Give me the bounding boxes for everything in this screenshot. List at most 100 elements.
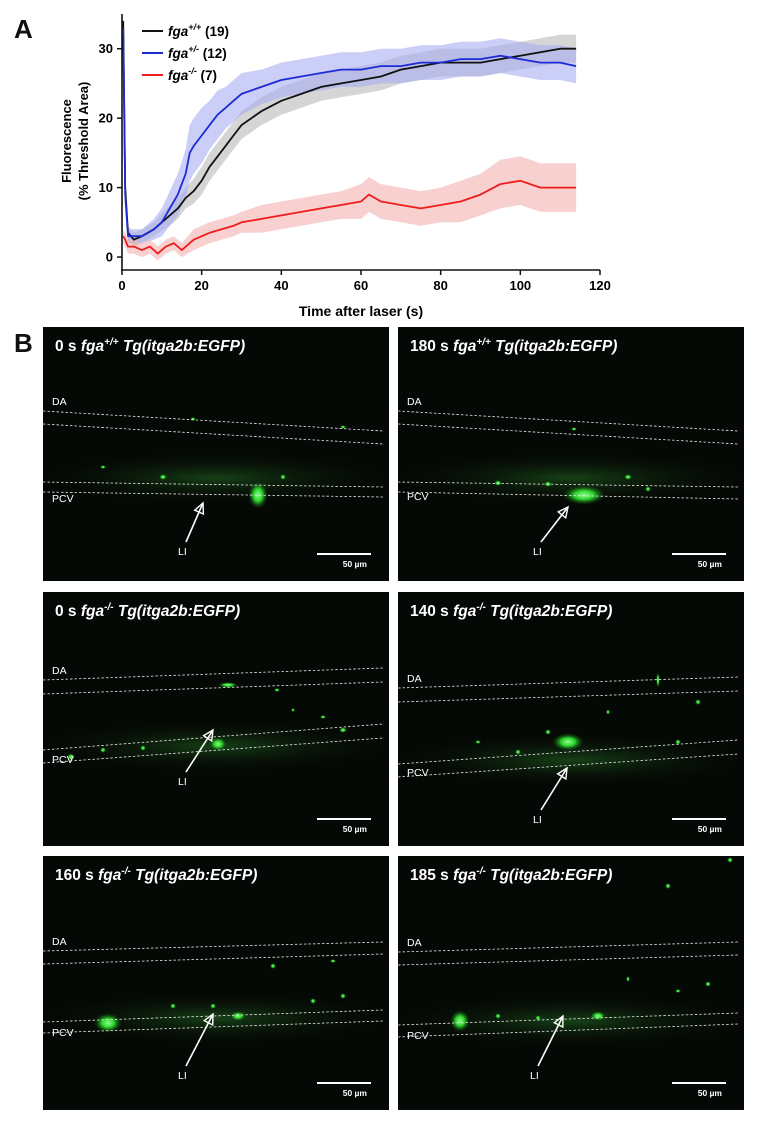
vessel-label-pcv: PCV bbox=[407, 767, 429, 779]
x-tick-label: 60 bbox=[354, 278, 368, 293]
tissue-glow bbox=[398, 452, 744, 504]
arrow-head bbox=[202, 728, 214, 743]
time-label: 0 s bbox=[55, 338, 81, 356]
vessel-boundary-line bbox=[43, 423, 384, 445]
platelet-blob bbox=[495, 1013, 501, 1019]
x-tick-label: 20 bbox=[194, 278, 208, 293]
platelet-blob bbox=[695, 699, 701, 705]
vessel-label-da: DA bbox=[52, 665, 67, 677]
platelet-blob bbox=[656, 672, 660, 688]
platelet-blob bbox=[626, 976, 630, 982]
platelet-blob bbox=[94, 1013, 122, 1033]
scale-bar bbox=[317, 818, 371, 820]
platelet-blob bbox=[590, 1011, 606, 1021]
transgene-label: Tg(itga2b:EGFP) bbox=[118, 338, 246, 356]
series-band-2 bbox=[123, 156, 577, 261]
series-line-1 bbox=[122, 27, 577, 238]
micrograph-panel: 185 s fga-/- Tg(itga2b:EGFP) DA PCV LI 50 µm bbox=[398, 856, 744, 1110]
fluorescence-line-chart: 0 20 40 60 80 100 120 0 10 20 30 Time after laser (… bbox=[59, 14, 611, 319]
scale-bar bbox=[317, 553, 371, 555]
x-axis-label: Time after laser (s) bbox=[299, 303, 423, 319]
micrograph-image bbox=[43, 941, 389, 1067]
vessel-boundary-line bbox=[398, 690, 739, 703]
vessel-boundary-line bbox=[398, 410, 739, 432]
platelet-blob bbox=[270, 963, 276, 969]
x-tick-label: 80 bbox=[433, 278, 447, 293]
scale-bar-label: 50 µm bbox=[342, 1088, 367, 1098]
micrograph-image bbox=[43, 667, 389, 773]
legend-entry-1: fga+/- (12) bbox=[168, 44, 227, 61]
legend-entry-2: fga-/- (7) bbox=[168, 66, 217, 83]
vessel-boundary-line bbox=[398, 941, 739, 953]
platelet-blob bbox=[190, 417, 196, 421]
time-label: 160 s bbox=[55, 867, 99, 885]
scale-bar-label: 50 µm bbox=[342, 559, 367, 569]
micrograph-title: 185 s fga-/- Tg(itga2b:EGFP) bbox=[410, 866, 612, 885]
platelet-blob bbox=[624, 474, 632, 480]
series-line-2 bbox=[122, 179, 577, 255]
micrograph-title: 0 s fga-/- Tg(itga2b:EGFP) bbox=[55, 602, 240, 621]
y-axis-label-line2: (% Threshold Area) bbox=[76, 82, 91, 201]
vessel-label-pcv: PCV bbox=[407, 491, 429, 503]
y-axis-label: Fluorescence bbox=[59, 99, 74, 183]
micrograph-title: 140 s fga-/- Tg(itga2b:EGFP) bbox=[410, 602, 612, 621]
genotype-superscript: -/- bbox=[476, 602, 486, 613]
arrow-shaft bbox=[540, 767, 568, 811]
platelet-blob bbox=[159, 474, 167, 480]
vessel-label-da: DA bbox=[52, 396, 67, 408]
platelet-blob bbox=[67, 753, 75, 761]
vessel-label-da: DA bbox=[407, 673, 422, 685]
panel-label-a: A bbox=[14, 14, 33, 44]
platelet-blob bbox=[475, 740, 481, 744]
genotype-label: fga bbox=[453, 867, 477, 885]
transgene-label: Tg(itga2b:EGFP) bbox=[485, 603, 613, 621]
laser-injury-label: LI bbox=[178, 776, 187, 788]
micrograph-image bbox=[43, 410, 389, 543]
arrow-head bbox=[193, 501, 205, 516]
platelet-blob bbox=[274, 688, 280, 692]
scale-bar-label: 50 µm bbox=[697, 824, 722, 834]
genotype-superscript: +/+ bbox=[476, 337, 491, 348]
vessel-boundary-line bbox=[398, 739, 739, 765]
transgene-label: Tg(itga2b:EGFP) bbox=[485, 867, 613, 885]
micrograph-panel: 0 s fga+/+ Tg(itga2b:EGFP) DA PCV LI 50 µm bbox=[43, 327, 389, 581]
genotype-superscript: -/- bbox=[476, 866, 486, 877]
x-tick-label: 40 bbox=[274, 278, 288, 293]
y-tick-label: 0 bbox=[106, 250, 113, 265]
y-tick-label: 30 bbox=[99, 41, 113, 56]
vessel-boundary-line bbox=[43, 1009, 384, 1023]
tissue-glow bbox=[43, 452, 389, 504]
platelet-blob bbox=[494, 480, 502, 486]
platelet-blob bbox=[230, 1011, 246, 1021]
scale-bar bbox=[672, 553, 726, 555]
vessel-boundary-line bbox=[43, 681, 384, 695]
genotype-label: fga bbox=[80, 603, 105, 621]
vessel-boundary-line bbox=[398, 676, 739, 689]
scale-bar bbox=[672, 818, 726, 820]
arrow-head bbox=[552, 1014, 564, 1029]
micrograph-image bbox=[398, 672, 744, 811]
platelet-blob bbox=[645, 486, 651, 492]
tissue-glow bbox=[43, 992, 389, 1044]
series-band-1 bbox=[123, 27, 577, 244]
platelet-blob bbox=[552, 733, 584, 751]
genotype-label: fga bbox=[98, 867, 122, 885]
arrow-shaft bbox=[540, 506, 569, 543]
laser-injury-label: LI bbox=[178, 546, 187, 558]
scale-bar bbox=[672, 1082, 726, 1084]
arrow-head bbox=[556, 766, 568, 781]
vessel-boundary-line bbox=[43, 410, 384, 432]
micrograph-title: 180 s fga+/+ Tg(itga2b:EGFP) bbox=[410, 337, 617, 356]
platelet-blob bbox=[515, 749, 521, 755]
vessel-boundary-line bbox=[43, 737, 384, 764]
transgene-label: Tg(itga2b:EGFP) bbox=[490, 338, 618, 356]
platelet-blob bbox=[665, 883, 671, 889]
genotype-label: fga bbox=[453, 603, 477, 621]
vessel-label-da: DA bbox=[52, 936, 67, 948]
platelet-blob bbox=[330, 959, 336, 963]
platelet-blob bbox=[571, 427, 577, 431]
panel-label-b: B bbox=[14, 328, 33, 358]
laser-injury-label: LI bbox=[530, 1070, 539, 1082]
transgene-label: Tg(itga2b:EGFP) bbox=[113, 603, 241, 621]
platelet-blob bbox=[310, 998, 316, 1004]
